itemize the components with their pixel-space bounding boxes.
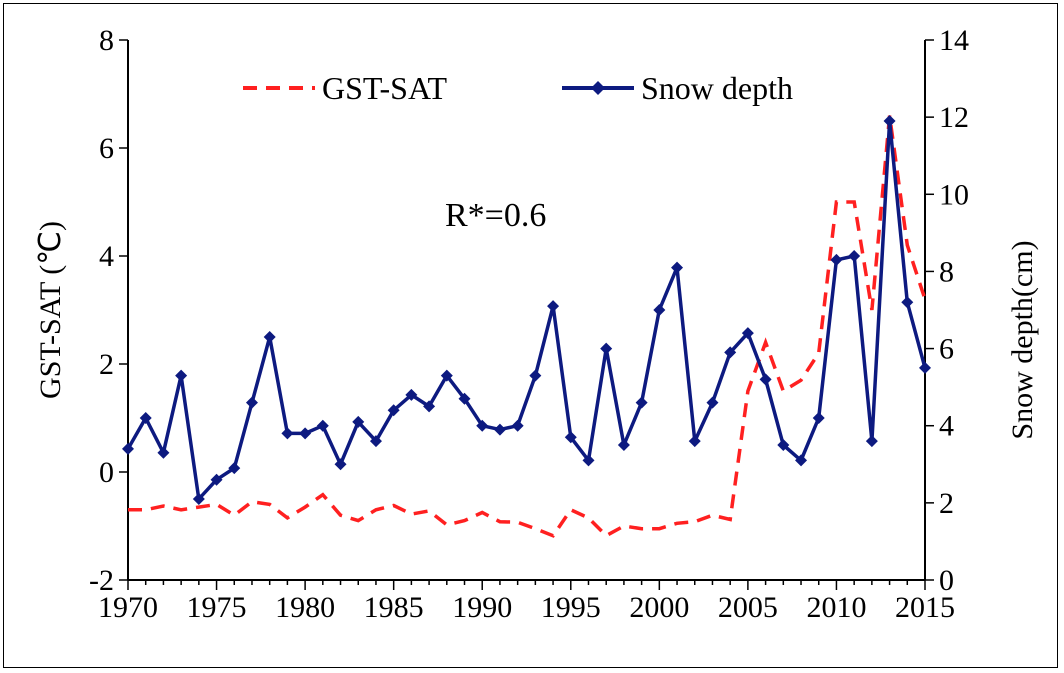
y-tick-label-left: 6 <box>99 132 114 165</box>
data-point-snow-depth <box>511 419 524 432</box>
data-point-snow-depth <box>777 439 790 451</box>
y-tick-label-left: 0 <box>99 456 114 489</box>
y-tick-label-right: 6 <box>939 333 954 366</box>
data-point-snow-depth <box>387 404 400 417</box>
data-point-snow-depth <box>617 439 630 451</box>
data-point-snow-depth <box>263 331 276 343</box>
data-point-snow-depth <box>476 419 489 432</box>
data-point-snow-depth <box>812 412 825 424</box>
figure-frame <box>3 3 1058 668</box>
data-point-snow-depth <box>741 327 754 340</box>
y-axis-title-right: Snow depth(cm) <box>1006 240 1039 439</box>
data-point-snow-depth <box>122 442 134 455</box>
data-point-snow-depth <box>830 253 843 266</box>
data-point-snow-depth <box>157 446 170 459</box>
data-point-snow-depth <box>299 427 312 440</box>
y-tick-label-right: 2 <box>939 487 954 520</box>
labels: R*=0.6 GST-SAT (℃) Snow depth(cm) <box>34 197 1039 440</box>
data-point-snow-depth <box>671 261 684 274</box>
data-point-snow-depth <box>547 300 560 313</box>
y-tick-label-left: 8 <box>99 24 114 57</box>
x-tick-label: 2000 <box>629 591 689 624</box>
series-snow-depth <box>122 115 931 505</box>
y-tick-label-left: 4 <box>99 240 114 273</box>
data-point-snow-depth <box>334 458 347 471</box>
legend-label-gst-sat: GST-SAT <box>322 70 448 106</box>
x-tick-label: 1995 <box>541 591 601 624</box>
data-point-snow-depth <box>582 454 595 467</box>
x-tick-label: 2015 <box>895 591 955 624</box>
data-point-snow-depth <box>724 346 737 359</box>
data-point-snow-depth <box>848 250 861 262</box>
y-tick-label-right: 8 <box>939 255 954 288</box>
y-tick-label-right: 4 <box>939 410 954 443</box>
data-point-snow-depth <box>865 435 878 448</box>
data-point-snow-depth <box>281 427 294 440</box>
data-point-snow-depth <box>458 392 471 405</box>
y-tick-label-right: 10 <box>939 178 969 211</box>
data-point-snow-depth <box>653 304 666 316</box>
data-point-snow-depth <box>210 473 223 486</box>
data-point-snow-depth <box>901 296 914 309</box>
x-tick-label: 2010 <box>806 591 866 624</box>
data-point-snow-depth <box>440 369 453 382</box>
data-point-snow-depth <box>423 400 436 413</box>
data-point-snow-depth <box>369 435 382 448</box>
data-point-snow-depth <box>529 369 542 382</box>
data-point-snow-depth <box>795 454 808 467</box>
data-point-snow-depth <box>600 342 613 355</box>
legend-label-snow-depth: Snow depth <box>641 70 793 106</box>
data-point-snow-depth <box>192 493 205 505</box>
data-point-snow-depth <box>883 115 896 127</box>
data-point-snow-depth <box>759 373 772 386</box>
x-tick-label: 1970 <box>98 591 158 624</box>
legend-marker-snow-depth <box>591 81 605 95</box>
data-point-snow-depth <box>175 369 188 382</box>
data-point-snow-depth <box>493 423 506 436</box>
series-gst-sat <box>128 115 927 538</box>
y-axis-title-left: GST-SAT (℃) <box>34 221 67 399</box>
correlation-annotation: R*=0.6 <box>445 197 546 234</box>
y-tick-label-right: 14 <box>939 24 969 57</box>
y-tick-label-left: 2 <box>99 348 114 381</box>
data-point-snow-depth <box>635 396 648 409</box>
y-tick-label-left: -2 <box>89 564 114 597</box>
data-point-snow-depth <box>245 396 258 409</box>
data-point-snow-depth <box>316 419 329 432</box>
series-line-snow-depth <box>126 119 927 501</box>
x-tick-label: 1990 <box>452 591 512 624</box>
data-point-snow-depth <box>919 361 931 374</box>
legend: GST-SAT Snow depth <box>243 70 793 106</box>
data-point-snow-depth <box>405 388 418 401</box>
y-tick-label-right: 12 <box>939 101 969 134</box>
x-tick-label: 2005 <box>718 591 778 624</box>
data-point-snow-depth <box>688 435 701 448</box>
data-point-snow-depth <box>228 462 241 475</box>
x-tick-label: 1980 <box>275 591 335 624</box>
x-tick-label: 1985 <box>364 591 424 624</box>
data-point-snow-depth <box>706 396 719 409</box>
data-point-snow-depth <box>139 412 152 424</box>
data-point-snow-depth <box>352 415 365 428</box>
axes: 1970 1975 1980 1985 1990 1995 2000 2005 2010 2015… <box>89 24 969 624</box>
y-tick-label-right: 0 <box>939 564 954 597</box>
series-line-gst-sat <box>128 115 927 538</box>
data-point-snow-depth <box>564 431 577 444</box>
x-tick-label: 1975 <box>187 591 247 624</box>
